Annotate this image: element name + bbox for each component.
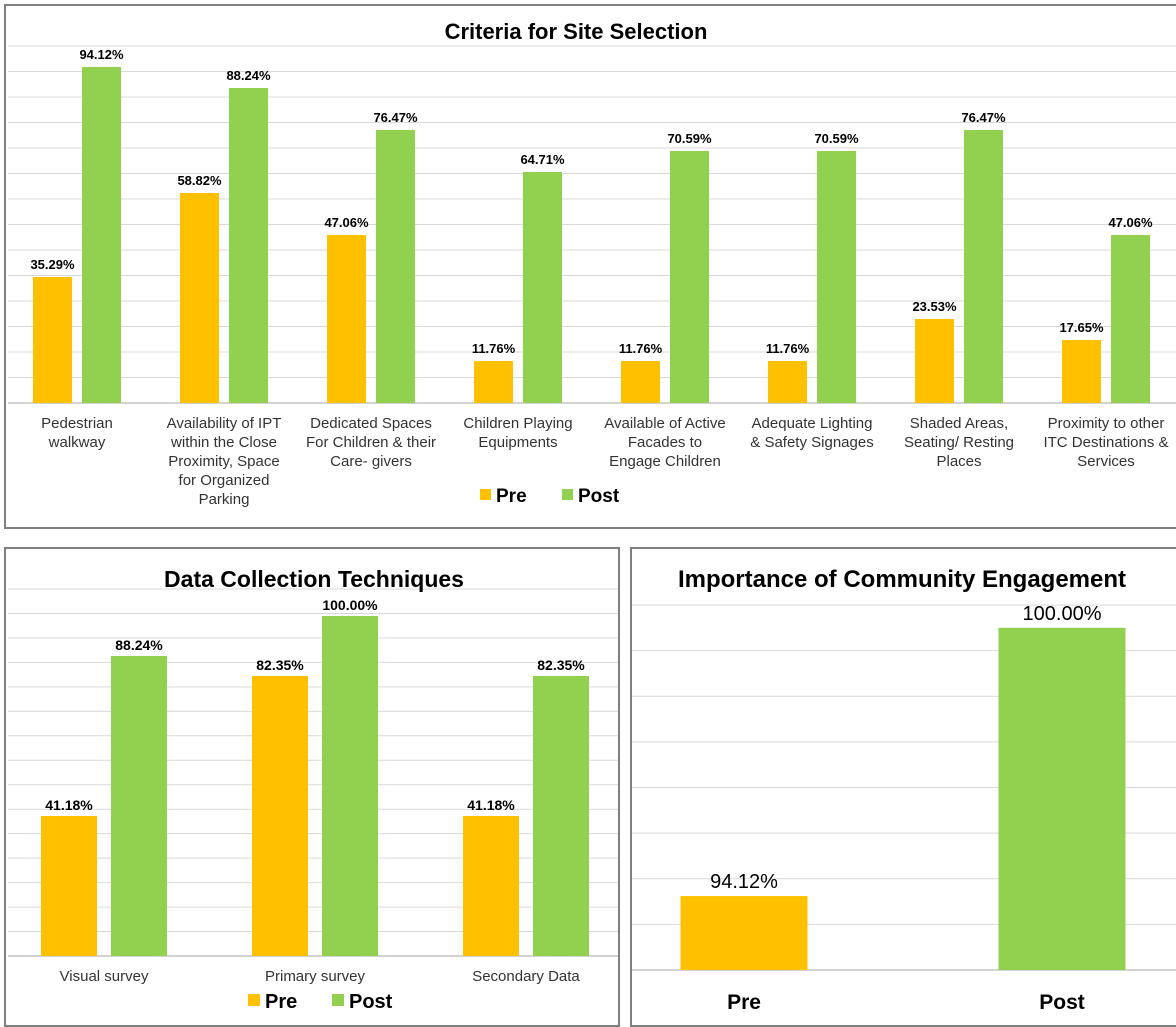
legend-label-pre: Pre [496,486,527,507]
data-collection-chart-panel: Data Collection Techniques 41.18% 88.24% Vi… [4,547,620,1027]
category-label: Available of Active [604,415,725,432]
data-label: 70.59% [814,131,859,146]
data-label: 76.47% [373,110,418,125]
bar-post [111,655,167,956]
bar-pre [327,234,366,403]
site-selection-chart: Criteria for Site Selection 35.29% 94.12% P… [8,19,1176,508]
category-label: for Organized [179,472,270,489]
category-label: Dedicated Spaces [310,415,432,432]
category-label: Post [1039,991,1085,1014]
category-label: & Safety Signages [750,434,873,451]
data-label: 82.35% [256,657,304,673]
bar-post [82,66,121,403]
data-label: 70.59% [667,131,712,146]
bar-pre [463,815,519,956]
data-label: 82.35% [537,657,585,673]
category-label: Secondary Data [472,968,580,985]
bar-pre [41,815,97,956]
chart-title: Criteria for Site Selection [445,19,708,44]
data-label: 64.71% [520,152,565,167]
bar-pre [252,676,308,956]
category-label: Pedestrian [41,415,113,432]
bar-post [533,676,589,956]
data-label: 23.53% [912,299,957,314]
data-label: 100.00% [1023,603,1102,625]
category-label: Care- givers [330,453,412,470]
community-engagement-chart: Importance of Community Engagement 94.12%… [632,566,1176,1014]
chart-title: Importance of Community Engagement [678,566,1126,593]
data-label: 76.47% [961,110,1006,125]
data-label: 35.29% [30,257,75,272]
legend-label-post: Post [349,991,393,1013]
bar-post [229,87,268,403]
data-label: 88.24% [226,68,271,83]
category-label: Parking [199,491,250,508]
data-label: 100.00% [322,597,378,613]
bar-pre [768,361,807,403]
legend-swatch-post [332,994,344,1006]
data-label: 41.18% [467,797,515,813]
legend-swatch-pre [248,994,260,1006]
bar-post [322,616,378,956]
data-label: 17.65% [1059,320,1104,335]
chart-title: Data Collection Techniques [164,566,464,592]
bar-pre [180,193,219,403]
category-label: Equipments [478,434,557,451]
category-label: Facades to [628,434,702,451]
bar-post [1111,234,1150,403]
bar-pre [621,361,660,403]
category-label: Places [936,453,981,470]
data-label: 88.24% [115,637,163,653]
category-label: Engage Children [609,453,721,470]
data-label: 47.06% [324,215,369,230]
category-label: Primary survey [265,968,366,985]
data-label: 41.18% [45,797,93,813]
data-label: 94.12% [79,47,124,62]
category-label: Visual survey [60,968,149,985]
data-collection-chart: Data Collection Techniques 41.18% 88.24% Vi… [8,566,618,1013]
community-engagement-chart-panel: Importance of Community Engagement 94.12%… [630,547,1176,1027]
category-label: Proximity to other [1048,415,1165,432]
bar-post [523,171,562,403]
legend-label-pre: Pre [265,991,297,1013]
category-label: Availability of IPT [167,415,282,432]
data-label: 11.76% [619,341,663,356]
bar-post [964,130,1003,403]
bar-pre [915,318,954,403]
data-label: 94.12% [710,871,778,893]
category-label: Pre [727,991,761,1014]
site-selection-chart-panel: Criteria for Site Selection 35.29% 94.12% P… [4,4,1176,529]
legend-swatch-post [562,489,573,500]
bar-post [817,150,856,403]
category-label: ITC Destinations & [1043,434,1168,451]
bar-post [376,130,415,403]
bar-pre [474,361,513,403]
category-label: Seating/ Resting [904,434,1014,451]
data-label: 47.06% [1108,215,1153,230]
bar-post [998,627,1126,970]
data-label: 11.76% [766,341,810,356]
category-label: Proximity, Space [168,453,279,470]
bar-post [670,150,709,403]
category-label: Children Playing [463,415,572,432]
category-label: within the Close [170,434,277,451]
category-label: Adequate Lighting [752,415,873,432]
category-label: Shaded Areas, [910,415,1008,432]
data-label: 58.82% [177,173,222,188]
category-label: Services [1077,453,1135,470]
legend-swatch-pre [480,489,491,500]
legend-label-post: Post [578,486,620,507]
bar-pre [1062,339,1101,403]
data-label: 11.76% [472,341,516,356]
category-label: walkway [48,434,106,451]
category-label: For Children & their [306,434,436,451]
bar-pre [680,896,808,970]
bar-pre [33,277,72,403]
